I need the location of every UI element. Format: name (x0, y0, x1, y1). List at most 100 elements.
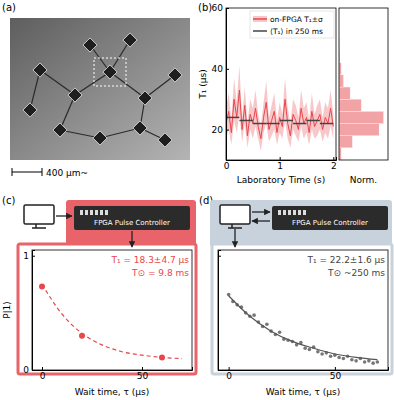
chip-qubit (33, 63, 47, 77)
tick: 1 (277, 157, 283, 171)
mean-step (320, 123, 333, 125)
chip-qubit (103, 65, 117, 79)
mean-step (280, 120, 293, 122)
point (320, 352, 324, 356)
fpga-port (85, 210, 88, 215)
screen (24, 205, 54, 224)
annotation: T₁ = 18.3±4.7 μs (110, 255, 189, 265)
axis: 012 (224, 157, 337, 171)
tick-label: 0 (40, 371, 46, 381)
annotation: T₁ = 22.2±1.6 μs (306, 255, 385, 265)
point (329, 354, 333, 358)
legend: on-FPGA T₁±σ⟨T₁⟩ in 250 ms (250, 11, 334, 38)
point (350, 358, 354, 362)
chip-image (10, 18, 190, 160)
tick-mark (32, 256, 35, 257)
point (363, 360, 367, 364)
fpga-box: FPGA Pulse Controller (272, 206, 388, 230)
fpga-body (74, 206, 190, 230)
tick-mark (333, 157, 334, 160)
legend-swatch (253, 18, 267, 20)
plot-frame (226, 8, 336, 160)
trace (226, 90, 333, 139)
tick-mark (218, 256, 221, 257)
axis (218, 251, 221, 371)
tick-mark (142, 367, 143, 370)
chip-line (145, 75, 175, 98)
panel-background (210, 200, 392, 247)
fpga-port (283, 210, 286, 215)
hist-bar (339, 99, 361, 111)
mean-step (306, 120, 319, 122)
legend-label: on-FPGA T₁±σ (270, 15, 323, 24)
tick-label: 50 (330, 371, 342, 381)
chip-qubit (123, 33, 137, 47)
tick-label: 40 (212, 64, 224, 74)
fpga-port (90, 210, 93, 215)
axis-title: P|1⟩ (2, 301, 12, 319)
chip-line (75, 72, 110, 95)
point (337, 356, 341, 360)
chip-qubit (168, 68, 182, 82)
tick-label: 0 (23, 365, 29, 375)
tick-mark (42, 367, 43, 370)
hist-bar (339, 75, 343, 87)
panel-frame (18, 244, 196, 374)
plot-area (226, 66, 333, 151)
point (371, 361, 375, 365)
point (303, 346, 307, 350)
fpga-label: FPGA Pulse Controller (292, 219, 368, 227)
tick-label: 60 (212, 3, 224, 13)
fpga-port (288, 210, 291, 215)
fpga-port (95, 210, 98, 215)
tick: 0 (23, 365, 35, 375)
fpga-port (298, 210, 301, 215)
plot-frame (339, 8, 388, 160)
tick-mark (226, 130, 229, 131)
mean-step (266, 123, 279, 125)
tick-mark (229, 367, 230, 370)
axis: 01 (23, 251, 35, 376)
fpga-port (293, 210, 296, 215)
chip-qubit (23, 103, 37, 117)
stand (32, 224, 46, 228)
tick: 60 (212, 3, 229, 13)
axis: 20 40 60 (212, 3, 229, 160)
tick-label: 20 (212, 125, 224, 135)
fit-line (42, 284, 182, 358)
tick-label: 0 (226, 371, 232, 381)
tick-mark (226, 69, 229, 70)
fpga-body (272, 206, 388, 230)
tick (218, 256, 221, 257)
arrow (252, 220, 270, 221)
tick: 50 (137, 367, 149, 381)
fpga-port (105, 210, 108, 215)
point (376, 360, 380, 364)
scale-bar-label: 400 μm~ (46, 168, 88, 178)
point (278, 330, 282, 334)
chip-qubit (68, 88, 82, 102)
fpga-box: FPGA Pulse Controller (74, 206, 190, 230)
panel-label: (b) (198, 2, 212, 13)
hist-bar (339, 124, 379, 136)
tick-label: 0 (224, 161, 230, 171)
legend-swatch (253, 30, 267, 32)
panel-background (66, 200, 196, 247)
axis-title: Norm. (350, 175, 377, 185)
arrow (56, 215, 72, 216)
axis-title: Wait time, τ (μs) (266, 387, 341, 397)
arrow (252, 211, 270, 212)
hist-bar (339, 136, 352, 148)
hist-bar (339, 87, 350, 99)
annotation: T⊙ = 9.8 ms (131, 268, 189, 278)
axis-line (227, 9, 230, 161)
chip-qubit (53, 123, 67, 137)
arrow (131, 231, 132, 247)
tick-label: 1 (277, 161, 283, 171)
mean-step (253, 123, 266, 125)
tick: 50 (330, 367, 342, 381)
plot-frame (32, 250, 192, 370)
plot-area (39, 284, 182, 361)
error-band (226, 66, 333, 151)
tick-mark (280, 157, 281, 160)
